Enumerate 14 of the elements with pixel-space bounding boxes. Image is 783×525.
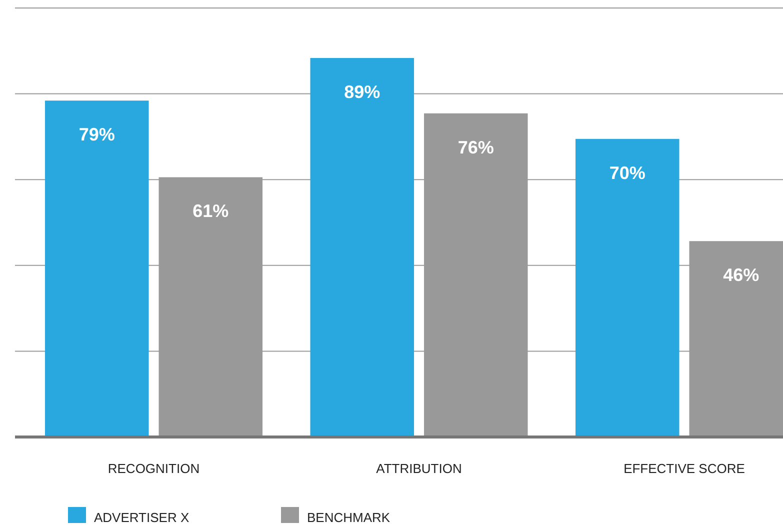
x-tick-label: RECOGNITION	[108, 461, 200, 476]
data-label: 70%	[609, 162, 646, 183]
data-label: 89%	[344, 82, 380, 102]
x-tick-label: EFFECTIVE SCORE	[624, 461, 746, 476]
data-label: 61%	[192, 201, 229, 222]
data-label: 79%	[78, 124, 115, 145]
data-label: 46%	[723, 265, 760, 286]
data-label: 76%	[458, 137, 494, 158]
x-tick-label: ATTRIBUTION	[376, 461, 462, 476]
bar	[310, 58, 414, 437]
bar	[45, 100, 149, 437]
legend-label: ADVERTISER X	[94, 510, 190, 525]
bar	[575, 138, 680, 437]
legend-label: BENCHMARK	[307, 510, 390, 525]
